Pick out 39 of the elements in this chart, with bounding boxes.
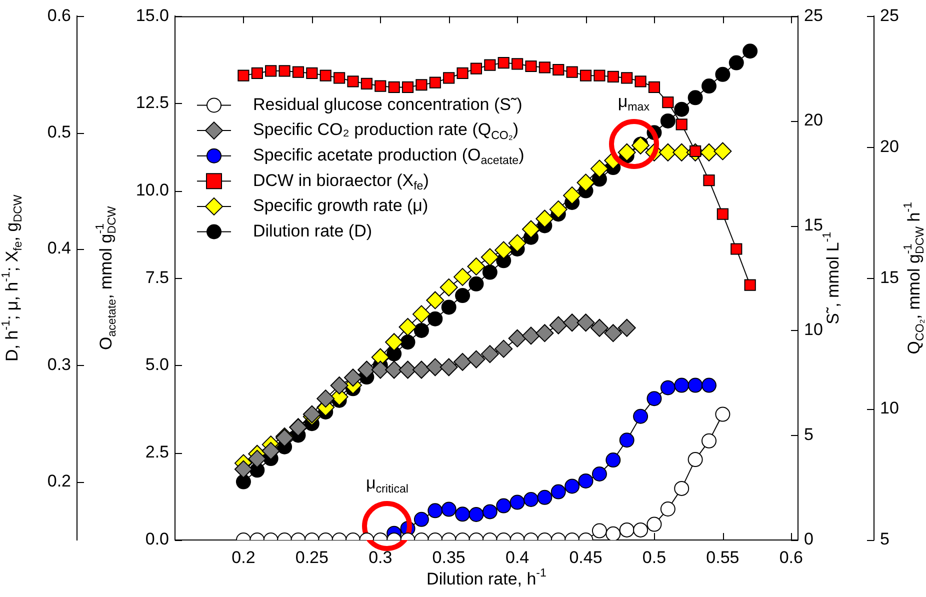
y2-tick-label: 12.5 xyxy=(136,93,169,112)
legend-label: Dilution rate (D) xyxy=(253,221,372,240)
x-tick-label: 0.4 xyxy=(505,548,530,567)
y-tick-label: 5 xyxy=(880,530,890,549)
x-tick-label: 0.25 xyxy=(295,548,328,567)
y-tick-label: 15 xyxy=(880,268,899,287)
y-tick-label: 0.4 xyxy=(47,238,71,258)
y2-tick-label: 5.0 xyxy=(145,355,169,374)
y-tick-label: 10 xyxy=(880,398,899,418)
y2-tick-label: 5 xyxy=(804,424,814,444)
y-axis-title: D, h-1; μ, h-1; Xfe, gDCW xyxy=(0,194,24,362)
legend-label: Residual glucose concentration (S˜) xyxy=(253,94,522,114)
y2-tick-label: 7.5 xyxy=(145,268,169,287)
y2-tick-label: 20 xyxy=(804,110,823,130)
x-tick-label: 0.45 xyxy=(569,548,602,567)
x-tick-label: 0.5 xyxy=(642,548,666,567)
x-tick-label: 0.3 xyxy=(368,548,392,567)
y-tick-label: 20 xyxy=(880,136,899,156)
y2-tick-label: 0 xyxy=(804,530,814,549)
y-tick-label: 0.5 xyxy=(47,122,71,142)
y2-tick-label: 25 xyxy=(804,6,823,25)
y2-tick-label: 15 xyxy=(804,215,823,234)
y2-tick-label: 15.0 xyxy=(136,6,169,25)
y-axis-title: QCO₂, mmol g-1DCW h-1 xyxy=(902,202,926,354)
y2-tick-label: 0.0 xyxy=(145,530,169,549)
legend-label: Specific growth rate (μ) xyxy=(253,196,428,216)
y2-tick-label: 10 xyxy=(804,320,823,340)
x-tick-label: 0.6 xyxy=(779,548,803,567)
y2-tick-label: 2.5 xyxy=(145,442,169,462)
x-tick-label: 0.55 xyxy=(706,548,740,567)
y2-tick-label: 10.0 xyxy=(136,180,169,200)
y-tick-label: 25 xyxy=(880,6,899,25)
x-tick-label: 0.2 xyxy=(232,548,256,567)
y2-axis-title: S˜, mmol L-1 xyxy=(822,232,843,324)
x-tick-label: 0.35 xyxy=(432,548,466,567)
y-tick-label: 0.2 xyxy=(47,471,71,490)
y-tick-label: 0.6 xyxy=(47,6,71,25)
y-tick-label: 0.3 xyxy=(47,355,71,374)
y2-axis-title: Oacetate, mmol g-1DCW xyxy=(94,206,118,350)
